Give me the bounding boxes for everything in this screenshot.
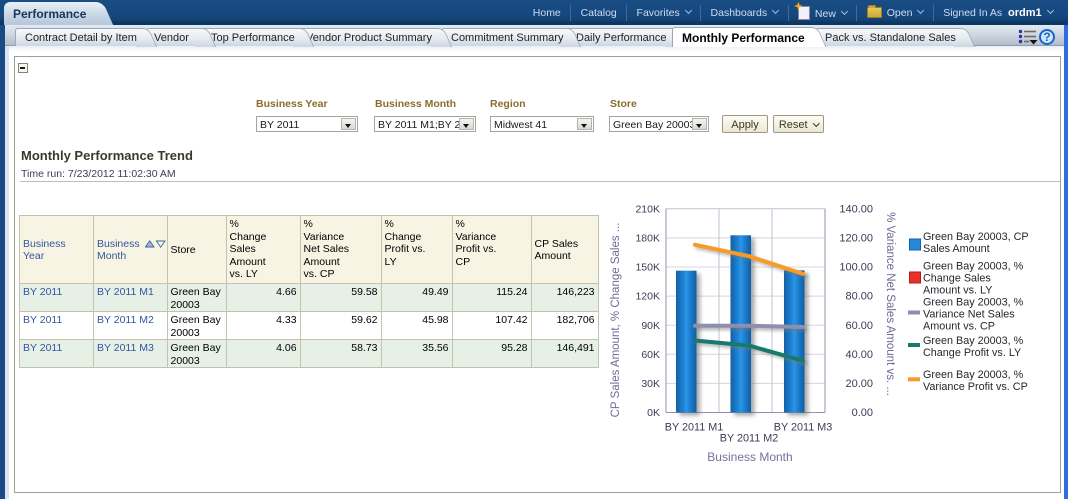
svg-text:0.00: 0.00	[852, 407, 873, 419]
svg-text:0K: 0K	[647, 407, 660, 419]
svg-text:20.00: 20.00	[845, 378, 873, 390]
svg-text:Green Bay 20003, %: Green Bay 20003, %	[923, 261, 1024, 273]
svg-text:Green Bay 20003, CP: Green Bay 20003, CP	[923, 231, 1029, 243]
svg-text:Green Bay 20003, %: Green Bay 20003, %	[923, 297, 1024, 309]
svg-text:BY 2011 M2: BY 2011 M2	[720, 433, 778, 445]
svg-text:% Variance Net Sales Amount vs: % Variance Net Sales Amount vs. ...	[884, 212, 896, 396]
svg-text:Business Month: Business Month	[707, 450, 792, 464]
svg-text:?: ?	[1043, 30, 1050, 44]
svg-text:100.00: 100.00	[839, 262, 873, 274]
svg-text:210K: 210K	[635, 203, 660, 215]
svg-text:30K: 30K	[641, 378, 660, 390]
svg-text:BY 2011 M1: BY 2011 M1	[665, 422, 723, 434]
svg-text:Amount vs. CP: Amount vs. CP	[923, 321, 995, 333]
svg-text:BY 2011 M3: BY 2011 M3	[774, 422, 832, 434]
svg-text:Green Bay 20003, %: Green Bay 20003, %	[923, 369, 1024, 381]
svg-text:Variance Net Sales: Variance Net Sales	[923, 309, 1015, 321]
svg-text:40.00: 40.00	[845, 349, 873, 361]
svg-text:90K: 90K	[641, 320, 660, 332]
svg-text:Sales Amount: Sales Amount	[923, 243, 990, 255]
svg-text:80.00: 80.00	[845, 291, 873, 303]
svg-text:60.00: 60.00	[845, 320, 873, 332]
svg-text:140.00: 140.00	[839, 203, 873, 215]
svg-text:60K: 60K	[641, 349, 660, 361]
svg-text:150K: 150K	[635, 262, 660, 274]
svg-text:Variance Profit vs. CP: Variance Profit vs. CP	[923, 381, 1028, 393]
svg-text:180K: 180K	[635, 233, 660, 245]
svg-text:120K: 120K	[635, 291, 660, 303]
svg-text:CP Sales Amount, % Change Sale: CP Sales Amount, % Change Sales ...	[610, 223, 622, 418]
svg-text:Green Bay 20003, %: Green Bay 20003, %	[923, 335, 1024, 347]
svg-text:Change Sales: Change Sales	[923, 273, 991, 285]
svg-text:Change Profit vs. LY: Change Profit vs. LY	[923, 347, 1021, 359]
svg-text:120.00: 120.00	[839, 233, 873, 245]
svg-text:Amount vs. LY: Amount vs. LY	[923, 285, 992, 297]
